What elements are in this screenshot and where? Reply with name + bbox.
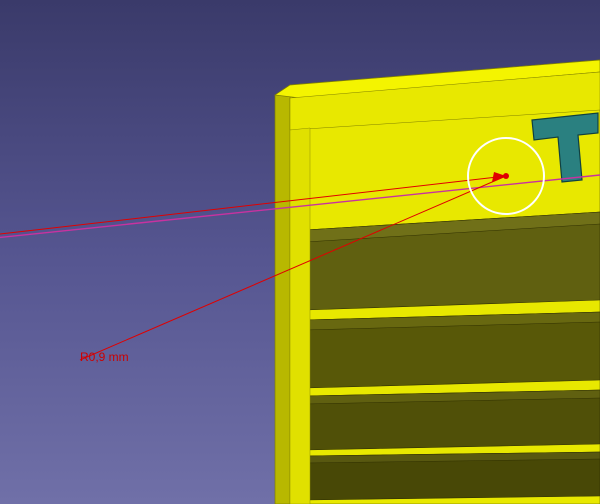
cad-viewport[interactable]: R0,9 mm bbox=[0, 0, 600, 504]
selection-center-dot bbox=[503, 173, 509, 179]
dimension-label: R0,9 mm bbox=[80, 350, 129, 364]
model-shelves bbox=[305, 212, 600, 500]
model-left-divider bbox=[290, 128, 310, 504]
scene-svg bbox=[0, 0, 600, 504]
